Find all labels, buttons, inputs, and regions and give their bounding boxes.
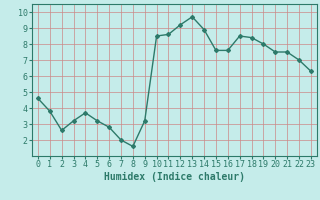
X-axis label: Humidex (Indice chaleur): Humidex (Indice chaleur): [104, 172, 245, 182]
